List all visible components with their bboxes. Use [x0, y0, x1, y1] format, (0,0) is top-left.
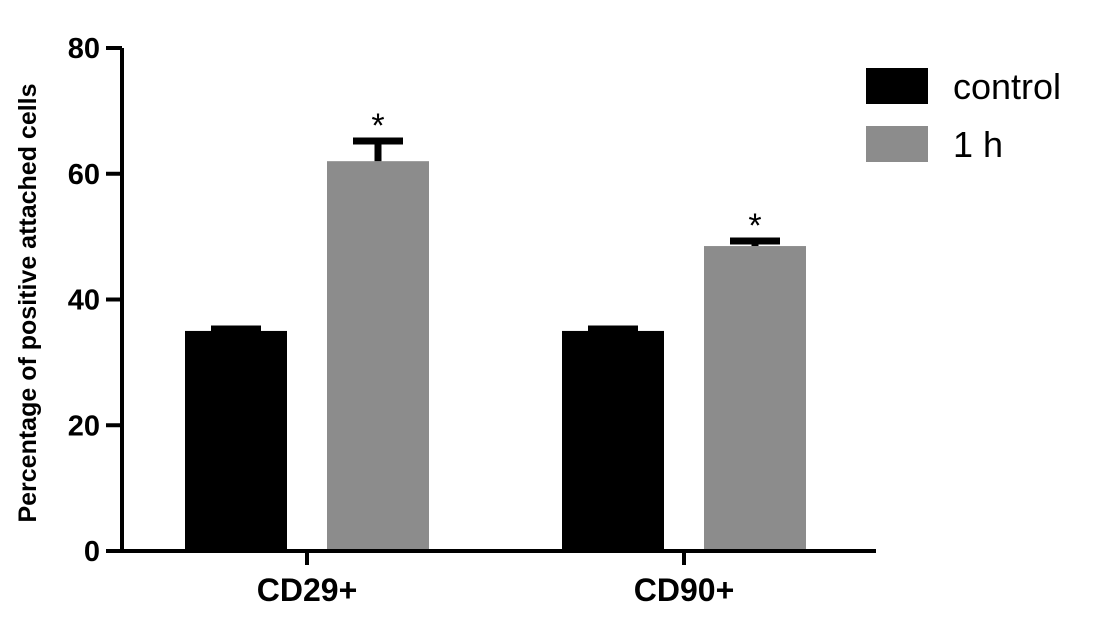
x-category-label: CD90+ — [634, 572, 735, 608]
y-tick-label: 80 — [68, 33, 100, 65]
y-tick-label: 20 — [68, 410, 100, 442]
y-tick-label: 60 — [68, 159, 100, 191]
significance-marker: * — [748, 207, 761, 245]
y-tick-label: 0 — [84, 536, 100, 568]
x-category-label: CD29+ — [257, 572, 358, 608]
plot-area: ** — [185, 107, 806, 552]
y-axis-title: Percentage of positive attached cells — [14, 83, 42, 522]
legend: control 1 h — [866, 66, 1061, 165]
legend-label-1h: 1 h — [953, 124, 1003, 165]
bar-control-1 — [562, 330, 664, 551]
significance-marker: * — [371, 107, 384, 145]
bar-1h-0 — [327, 161, 429, 552]
legend-swatch-control — [866, 68, 928, 104]
legend-swatch-1h — [866, 126, 928, 162]
legend-label-control: control — [953, 66, 1061, 107]
y-tick-label: 40 — [68, 285, 100, 317]
axes: 0 20 40 60 80 CD29+ CD90+ — [68, 33, 876, 608]
bar-control-0 — [185, 330, 287, 551]
bar-1h-1 — [704, 246, 806, 551]
